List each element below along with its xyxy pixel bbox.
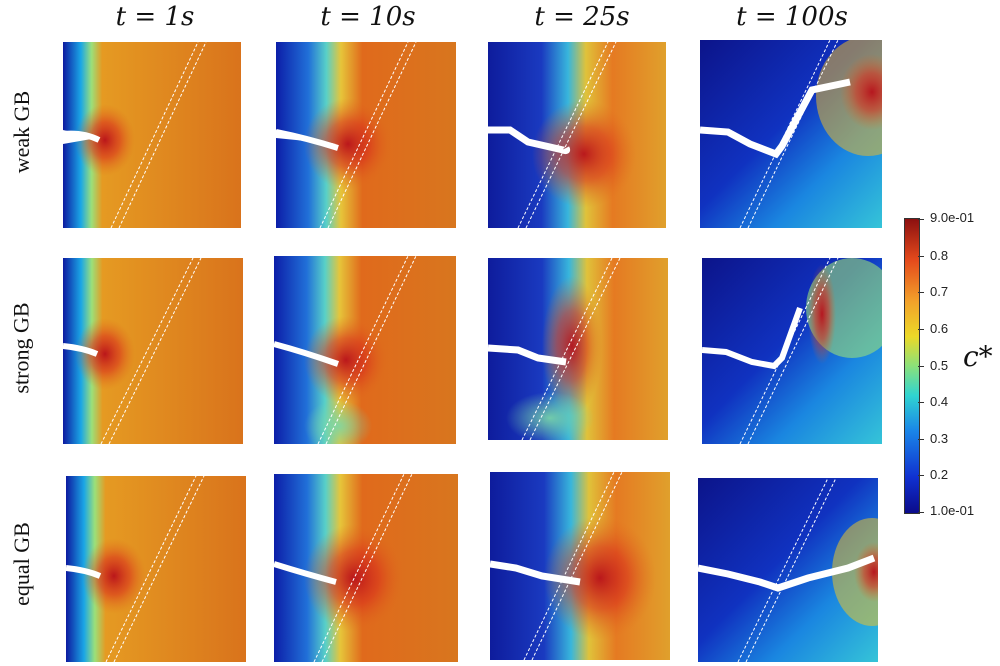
colorbar-tick [918, 402, 924, 403]
colorbar-title: c* [963, 340, 993, 373]
row-label-strong: strong GB [9, 302, 34, 394]
colorbar-tick [918, 475, 924, 476]
panel-strong-t1 [63, 258, 243, 444]
colorbar-tick [918, 256, 924, 257]
colorbar-tick-label: 0.6 [930, 321, 949, 336]
colorbar-tick [918, 292, 924, 293]
panel-weak-t1 [63, 42, 241, 228]
panel-equal-t25 [490, 472, 670, 660]
panel-equal-t1 [66, 476, 246, 662]
panel-weak-t100 [700, 40, 882, 228]
colorbar-tick-min [918, 512, 924, 513]
colorbar-max-label: 9.0e-01 [930, 210, 975, 225]
colorbar-tick-label: 0.3 [930, 431, 949, 446]
colorbar-tick-label: 0.4 [930, 394, 949, 409]
column-title-t10: t = 10s [320, 2, 416, 32]
column-title-t100: t = 100s [736, 2, 848, 32]
panel-strong-t25 [488, 258, 668, 440]
colorbar-tick [918, 439, 924, 440]
panel-equal-t100 [698, 478, 878, 662]
colorbar-tick [918, 329, 924, 330]
column-title-t25: t = 25s [534, 2, 630, 32]
row-label-weak: weak GB [9, 90, 35, 174]
panel-equal-t10 [274, 474, 458, 662]
panel-strong-t100 [702, 258, 882, 444]
panel-weak-t25 [488, 42, 666, 228]
panel-weak-t10 [276, 42, 456, 228]
colorbar-tick-label: 0.7 [930, 284, 949, 299]
colorbar-tick-label: 0.2 [930, 467, 949, 482]
colorbar-tick [918, 366, 924, 367]
colorbar-min-label: 1.0e-01 [930, 503, 975, 518]
colorbar-tick-label: 0.5 [930, 358, 949, 373]
row-label-equal: equal GB [9, 522, 35, 606]
colorbar-tick-label: 0.8 [930, 248, 949, 263]
panel-strong-t10 [274, 256, 456, 444]
column-title-t1: t = 1s [115, 2, 195, 32]
colorbar-tick-max [918, 219, 924, 220]
